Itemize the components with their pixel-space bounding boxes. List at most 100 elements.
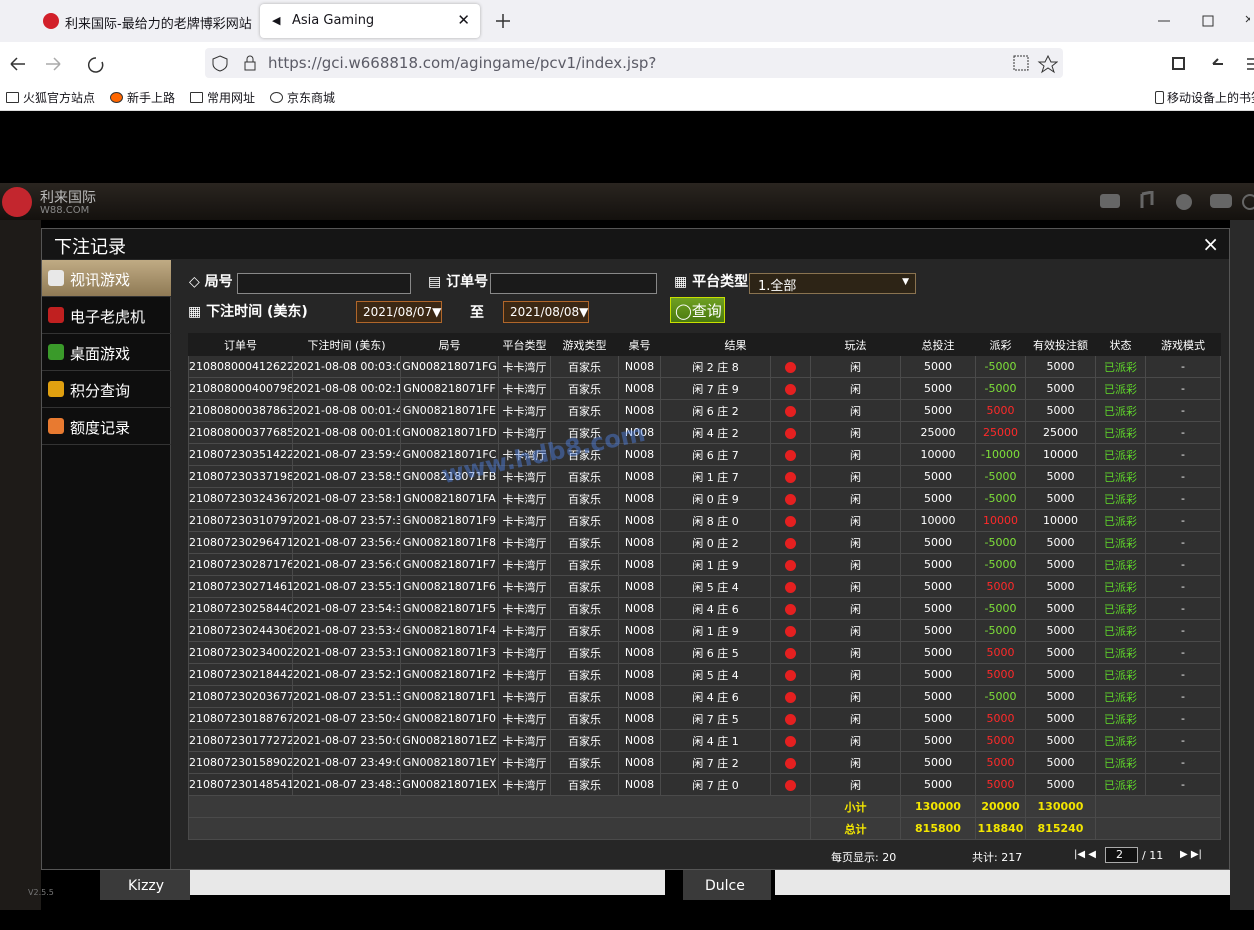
cell — [188, 817, 811, 840]
new-tab[interactable] — [495, 13, 511, 29]
bookmark[interactable]: 火狐官方站点 — [6, 89, 95, 106]
cell: - — [1145, 421, 1221, 444]
search-button[interactable]: ◯查询 — [670, 297, 725, 323]
replay-icon[interactable] — [785, 603, 796, 615]
close-button[interactable]: × — [1202, 232, 1219, 256]
column-header: 状态 — [1095, 333, 1146, 356]
cell: -5000 — [975, 487, 1026, 510]
menu-label: 积分查询 — [70, 382, 131, 400]
toolbar-icons[interactable] — [1165, 54, 1254, 74]
cell: N008 — [618, 597, 661, 620]
cell: GN008218071F6 — [400, 575, 499, 598]
menu-item[interactable]: 视讯游戏 — [42, 260, 171, 297]
cell: 闲 0 庄 9 — [660, 487, 771, 510]
cell: GN008218071FG — [400, 355, 499, 378]
cell: 2021-08-07 23:52:17 — [292, 663, 401, 686]
cell: N008 — [618, 421, 661, 444]
date-from[interactable]: 2021/08/07▼ — [356, 301, 442, 323]
replay-icon[interactable] — [785, 449, 796, 461]
replay-icon[interactable] — [785, 735, 796, 747]
cell: 百家乐 — [550, 641, 619, 664]
bookmark[interactable]: 新手上路 — [110, 89, 175, 106]
replay-icon[interactable] — [785, 471, 796, 483]
round-input[interactable] — [237, 273, 411, 294]
replay-icon[interactable] — [785, 383, 796, 395]
cell: -5000 — [975, 619, 1026, 642]
menu-item[interactable]: 桌面游戏 — [42, 334, 171, 371]
cell: 2021-08-07 23:56:44 — [292, 531, 401, 554]
cell: - — [1145, 531, 1221, 554]
cell: -5000 — [975, 465, 1026, 488]
column-header: 游戏模式 — [1145, 333, 1221, 356]
tab-bar: 利来国际-最给力的老牌博彩网站 ◀ Asia Gaming ✕ — [0, 0, 1254, 42]
cell: 10000 — [900, 443, 976, 466]
menu-item[interactable]: 积分查询 — [42, 371, 171, 408]
menu-item[interactable]: 电子老虎机 — [42, 297, 171, 334]
cell: 5000 — [1025, 531, 1096, 554]
cell: 5000 — [975, 773, 1026, 796]
bet-row: 210807230244306 2021-08-07 23:53:45 GN0082… — [188, 619, 1221, 642]
replay-icon[interactable] — [785, 537, 796, 549]
cell: 百家乐 — [550, 377, 619, 400]
cell: 闲 — [810, 575, 901, 598]
filter-label: ▦ 平台类型 — [674, 274, 749, 290]
cell: 2021-08-08 00:01:07 — [292, 421, 401, 444]
replay-icon[interactable] — [785, 691, 796, 703]
side-menu: 视讯游戏 电子老虎机 桌面游戏积分查询额度记录 — [42, 260, 171, 869]
cell: GN008218071FE — [400, 399, 499, 422]
replay-icon[interactable] — [785, 647, 796, 659]
date-separator: 至 — [470, 305, 484, 321]
cell: 2021-08-07 23:53:45 — [292, 619, 401, 642]
url-actions[interactable] — [1012, 54, 1058, 74]
cell: 百家乐 — [550, 773, 619, 796]
order-input[interactable] — [490, 273, 657, 294]
bookmark[interactable]: 京东商城 — [270, 89, 335, 106]
cell: 5000 — [900, 773, 976, 796]
roadmap — [190, 870, 665, 895]
bookmark[interactable]: 常用网址 — [190, 89, 255, 106]
replay-icon[interactable] — [785, 515, 796, 527]
cell: 已派彩 — [1095, 773, 1146, 796]
bet-row: 210808000412622 2021-08-08 00:03:00 GN0082… — [188, 355, 1221, 378]
cell: 5000 — [900, 553, 976, 576]
cell: GN008218071F8 — [400, 531, 499, 554]
window-controls[interactable] — [1150, 12, 1250, 30]
first-prev[interactable]: |◀ ◀ — [1074, 849, 1096, 860]
replay-icon[interactable] — [785, 405, 796, 417]
replay-icon[interactable] — [785, 757, 796, 769]
date-to[interactable]: 2021/08/08▼ — [503, 301, 589, 323]
game-icons[interactable] — [1098, 191, 1254, 213]
replay-icon[interactable] — [785, 581, 796, 593]
label-text: 订单号 — [446, 274, 489, 290]
replay-icon[interactable] — [785, 559, 796, 571]
cell: 210807230234002 — [188, 641, 293, 664]
cell: - — [1145, 641, 1221, 664]
cell: N008 — [618, 443, 661, 466]
cell: 闲 — [810, 377, 901, 400]
cell: 210807230324367 — [188, 487, 293, 510]
cell: 闲 5 庄 4 — [660, 663, 771, 686]
next-last[interactable]: ▶ ▶| — [1180, 849, 1202, 860]
replay-icon[interactable] — [785, 493, 796, 505]
cell: 5000 — [900, 663, 976, 686]
replay-icon[interactable] — [785, 779, 796, 791]
platform-select[interactable]: 1.全部 ▼ — [749, 273, 916, 294]
tab-active[interactable]: ◀ Asia Gaming ✕ — [260, 4, 480, 38]
page-input[interactable]: 2 — [1105, 847, 1138, 863]
replay-icon[interactable] — [785, 427, 796, 439]
label-text: 局号 — [204, 274, 233, 290]
menu-item[interactable]: 额度记录 — [42, 408, 171, 445]
cell: 2021-08-07 23:49:07 — [292, 751, 401, 774]
nav-buttons[interactable] — [8, 54, 188, 74]
replay-icon[interactable] — [785, 713, 796, 725]
cell: 5000 — [900, 355, 976, 378]
cell: 2021-08-07 23:56:08 — [292, 553, 401, 576]
url-box[interactable] — [205, 48, 1063, 78]
cell: 闲 — [810, 509, 901, 532]
replay-icon[interactable] — [785, 669, 796, 681]
tab[interactable]: 利来国际-最给力的老牌博彩网站 — [33, 4, 255, 38]
replay-cell — [770, 619, 811, 642]
replay-icon[interactable] — [785, 625, 796, 637]
mobile-bookmarks[interactable]: 移动设备上的书签 — [1155, 89, 1254, 106]
replay-icon[interactable] — [785, 361, 796, 373]
